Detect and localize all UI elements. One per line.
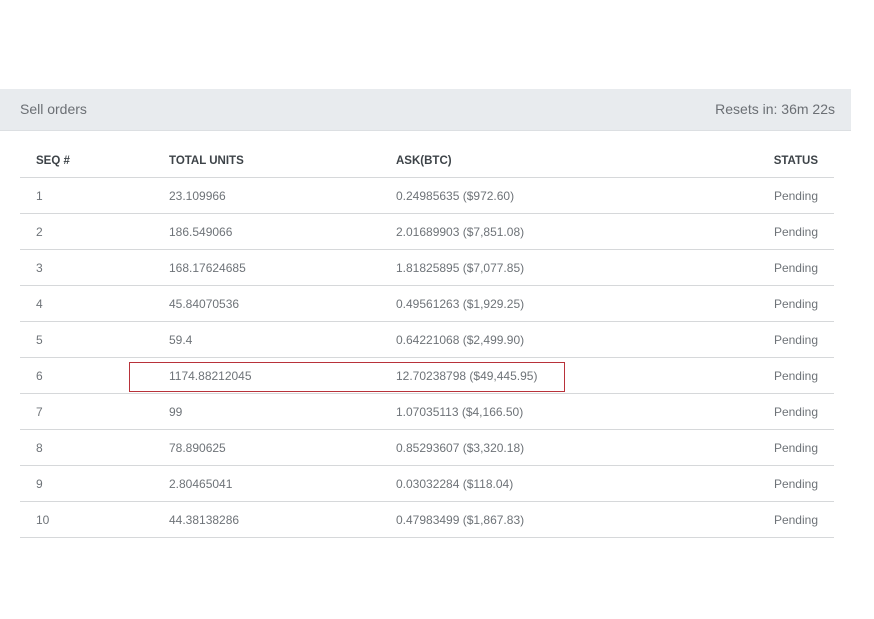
- cell-seq: 3: [20, 249, 169, 286]
- cell-ask: 12.70238798 ($49,445.95): [396, 357, 696, 394]
- cell-total-units: 1174.88212045: [169, 357, 396, 394]
- cell-seq: 4: [20, 285, 169, 322]
- table-header-row: SEQ # TOTAL UNITS ASK(BTC) STATUS: [20, 145, 834, 178]
- cell-status: Pending: [696, 177, 834, 214]
- cell-ask: 0.03032284 ($118.04): [396, 465, 696, 502]
- cell-status: Pending: [696, 249, 834, 286]
- table-row: 1 23.109966 0.24985635 ($972.60) Pending: [20, 177, 834, 214]
- cell-status: Pending: [696, 429, 834, 466]
- cell-total-units: 78.890625: [169, 429, 396, 466]
- cell-ask: 0.24985635 ($972.60): [396, 177, 696, 214]
- cell-total-units: 186.549066: [169, 213, 396, 250]
- sell-orders-table: SEQ # TOTAL UNITS ASK(BTC) STATUS 1 23.10…: [20, 145, 834, 538]
- reset-timer: Resets in: 36m 22s: [715, 101, 835, 117]
- cell-status: Pending: [696, 501, 834, 538]
- cell-total-units: 23.109966: [169, 177, 396, 214]
- cell-seq: 2: [20, 213, 169, 250]
- cell-total-units: 44.38138286: [169, 501, 396, 538]
- cell-seq: 5: [20, 321, 169, 358]
- cell-status: Pending: [696, 393, 834, 430]
- cell-seq: 8: [20, 429, 169, 466]
- table-row: 3 168.17624685 1.81825895 ($7,077.85) Pendi…: [20, 249, 834, 286]
- cell-status: Pending: [696, 321, 834, 358]
- col-total-units: TOTAL UNITS: [169, 145, 396, 178]
- cell-status: Pending: [696, 357, 834, 394]
- cell-seq: 6: [20, 357, 169, 394]
- cell-status: Pending: [696, 213, 834, 250]
- cell-ask: 0.64221068 ($2,499.90): [396, 321, 696, 358]
- cell-seq: 7: [20, 393, 169, 430]
- col-status: STATUS: [696, 145, 834, 178]
- cell-total-units: 59.4: [169, 321, 396, 358]
- table-row: 5 59.4 0.64221068 ($2,499.90) Pending: [20, 321, 834, 358]
- cell-ask: 0.47983499 ($1,867.83): [396, 501, 696, 538]
- highlight-box: [129, 362, 565, 392]
- panel-title: Sell orders: [20, 101, 87, 117]
- table-row: 9 2.80465041 0.03032284 ($118.04) Pending: [20, 465, 834, 502]
- table-row: 8 78.890625 0.85293607 ($3,320.18) Pending: [20, 429, 834, 466]
- cell-seq: 9: [20, 465, 169, 502]
- table-row: 4 45.84070536 0.49561263 ($1,929.25) Pendin…: [20, 285, 834, 322]
- cell-status: Pending: [696, 465, 834, 502]
- table-row: 10 44.38138286 0.47983499 ($1,867.83) Pendi…: [20, 501, 834, 538]
- cell-total-units: 2.80465041: [169, 465, 396, 502]
- col-ask: ASK(BTC): [396, 145, 696, 178]
- cell-ask: 0.85293607 ($3,320.18): [396, 429, 696, 466]
- cell-total-units: 45.84070536: [169, 285, 396, 322]
- cell-ask: 1.81825895 ($7,077.85): [396, 249, 696, 286]
- table-row: 6 1174.88212045 12.70238798 ($49,445.95) Pe…: [20, 357, 834, 394]
- cell-total-units: 168.17624685: [169, 249, 396, 286]
- cell-ask: 1.07035113 ($4,166.50): [396, 393, 696, 430]
- panel-header: Sell orders Resets in: 36m 22s: [0, 89, 851, 131]
- cell-ask: 0.49561263 ($1,929.25): [396, 285, 696, 322]
- cell-seq: 1: [20, 177, 169, 214]
- cell-status: Pending: [696, 285, 834, 322]
- col-seq: SEQ #: [20, 145, 169, 178]
- table-row: 2 186.549066 2.01689903 ($7,851.08) Pending: [20, 213, 834, 250]
- cell-total-units: 99: [169, 393, 396, 430]
- cell-ask: 2.01689903 ($7,851.08): [396, 213, 696, 250]
- table-row: 7 99 1.07035113 ($4,166.50) Pending: [20, 393, 834, 430]
- cell-seq: 10: [20, 501, 169, 538]
